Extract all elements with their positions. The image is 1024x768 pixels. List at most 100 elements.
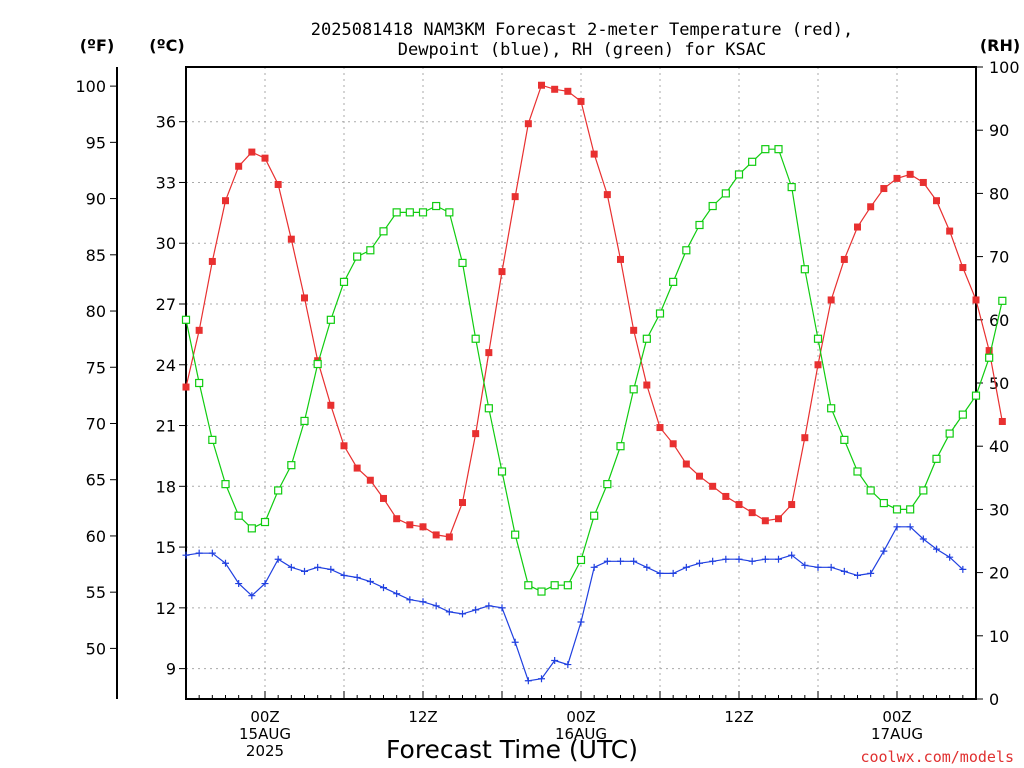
fahrenheit-tick-label: 50 bbox=[86, 639, 106, 658]
rh-point bbox=[616, 442, 625, 451]
temperature-point bbox=[919, 178, 927, 186]
rh-point bbox=[761, 145, 770, 154]
rh-point bbox=[471, 334, 480, 343]
dewpoint-point bbox=[445, 608, 453, 616]
fahrenheit-tick-label: 60 bbox=[86, 527, 106, 546]
dewpoint-point bbox=[432, 602, 440, 610]
rh-point bbox=[603, 480, 612, 489]
temperature-point bbox=[235, 162, 243, 170]
rh-point bbox=[669, 277, 678, 286]
rh-point bbox=[181, 315, 191, 324]
rh-point bbox=[958, 410, 967, 419]
temperature-point bbox=[472, 430, 480, 438]
temperature-point bbox=[340, 442, 348, 450]
dewpoint-point bbox=[643, 563, 651, 571]
temperature-point bbox=[801, 434, 809, 442]
temperature-point bbox=[301, 294, 308, 302]
dewpoint-point bbox=[603, 557, 611, 565]
temperature-point bbox=[959, 264, 967, 272]
rh-tick-label: 60 bbox=[989, 311, 1009, 330]
temperature-point bbox=[274, 180, 282, 188]
rh-point bbox=[853, 467, 862, 476]
dewpoint-point bbox=[551, 657, 559, 665]
series-layer bbox=[181, 81, 1007, 685]
dewpoint-point bbox=[340, 571, 348, 579]
rh-point bbox=[247, 524, 256, 533]
temperature-point bbox=[867, 203, 875, 211]
rh-tick-label: 10 bbox=[989, 627, 1009, 646]
dewpoint-point bbox=[590, 563, 598, 571]
temperature-point bbox=[287, 235, 295, 243]
dewpoint-point bbox=[459, 610, 466, 618]
rh-point bbox=[971, 391, 981, 400]
dewpoint-point bbox=[380, 584, 387, 592]
rh-line bbox=[185, 148, 1003, 593]
dewpoint-point bbox=[761, 555, 769, 563]
rh-point bbox=[379, 227, 388, 236]
dewpoint-point bbox=[880, 547, 888, 555]
rh-point bbox=[418, 208, 428, 217]
temperature-point bbox=[630, 326, 638, 334]
dewpoint-point bbox=[709, 557, 717, 565]
rh-point bbox=[629, 385, 638, 394]
fahrenheit-tick-label: 75 bbox=[86, 358, 106, 377]
rh-tick-label: 0 bbox=[989, 690, 999, 709]
temperature-point bbox=[590, 150, 598, 158]
temperature-point bbox=[261, 154, 269, 162]
time-tick-label: 16AUG bbox=[555, 725, 607, 743]
x-axis-title: Forecast Time (UTC) bbox=[386, 735, 638, 764]
time-tick-label: 2025 bbox=[246, 742, 284, 760]
temperature-point bbox=[524, 120, 532, 128]
rh-point bbox=[708, 201, 717, 211]
dewpoint-point bbox=[235, 580, 243, 588]
rh-tick-label: 50 bbox=[989, 374, 1009, 393]
dewpoint-point bbox=[564, 661, 572, 669]
temperature-point bbox=[248, 148, 256, 156]
rh-point bbox=[840, 435, 849, 444]
time-tick-label: 15AUG bbox=[239, 725, 291, 743]
dewpoint-point bbox=[524, 677, 532, 685]
temperature-point bbox=[432, 531, 440, 539]
time-tick-label: 00Z bbox=[566, 708, 595, 726]
temperature-point bbox=[445, 533, 453, 541]
credit-link[interactable]: coolwx.com/models bbox=[860, 748, 1014, 766]
dewpoint-point bbox=[511, 638, 519, 646]
dewpoint-point bbox=[696, 559, 703, 567]
temperature-point bbox=[893, 174, 901, 182]
dewpoint-point bbox=[406, 596, 414, 604]
dewpoint-point bbox=[788, 551, 796, 559]
dewpoint-line bbox=[185, 526, 964, 682]
dewpoint-point bbox=[801, 561, 809, 569]
rh-point bbox=[326, 315, 335, 324]
fahrenheit-tick-label: 95 bbox=[86, 133, 106, 152]
dewpoint-point bbox=[274, 555, 282, 563]
celsius-unit-label: (ºC) bbox=[149, 36, 184, 55]
dewpoint-point bbox=[735, 555, 743, 563]
rh-point bbox=[800, 265, 809, 274]
fahrenheit-tick-label: 70 bbox=[86, 414, 106, 433]
rh-point bbox=[195, 378, 204, 388]
rh-point bbox=[366, 246, 375, 255]
dewpoint-point bbox=[854, 571, 861, 579]
dewpoint-point bbox=[538, 675, 545, 683]
dewpoint-point bbox=[248, 592, 256, 600]
dewpoint-point bbox=[287, 563, 295, 571]
dewpoint-point bbox=[669, 569, 677, 577]
rh-point bbox=[787, 182, 796, 192]
rh-point bbox=[892, 505, 902, 514]
temperature-point bbox=[854, 223, 861, 231]
temperature-point bbox=[603, 191, 611, 199]
celsius-tick-label: 33 bbox=[156, 173, 176, 192]
time-tick-label: 00Z bbox=[882, 708, 911, 726]
dewpoint-point bbox=[630, 557, 638, 565]
rh-point bbox=[497, 467, 507, 476]
rh-point bbox=[353, 252, 362, 261]
temperature-point bbox=[459, 499, 466, 507]
rh-point bbox=[563, 581, 572, 590]
temperature-point bbox=[972, 296, 980, 304]
rh-point bbox=[774, 145, 783, 154]
rh-point bbox=[550, 581, 559, 590]
temperature-point bbox=[709, 482, 717, 490]
